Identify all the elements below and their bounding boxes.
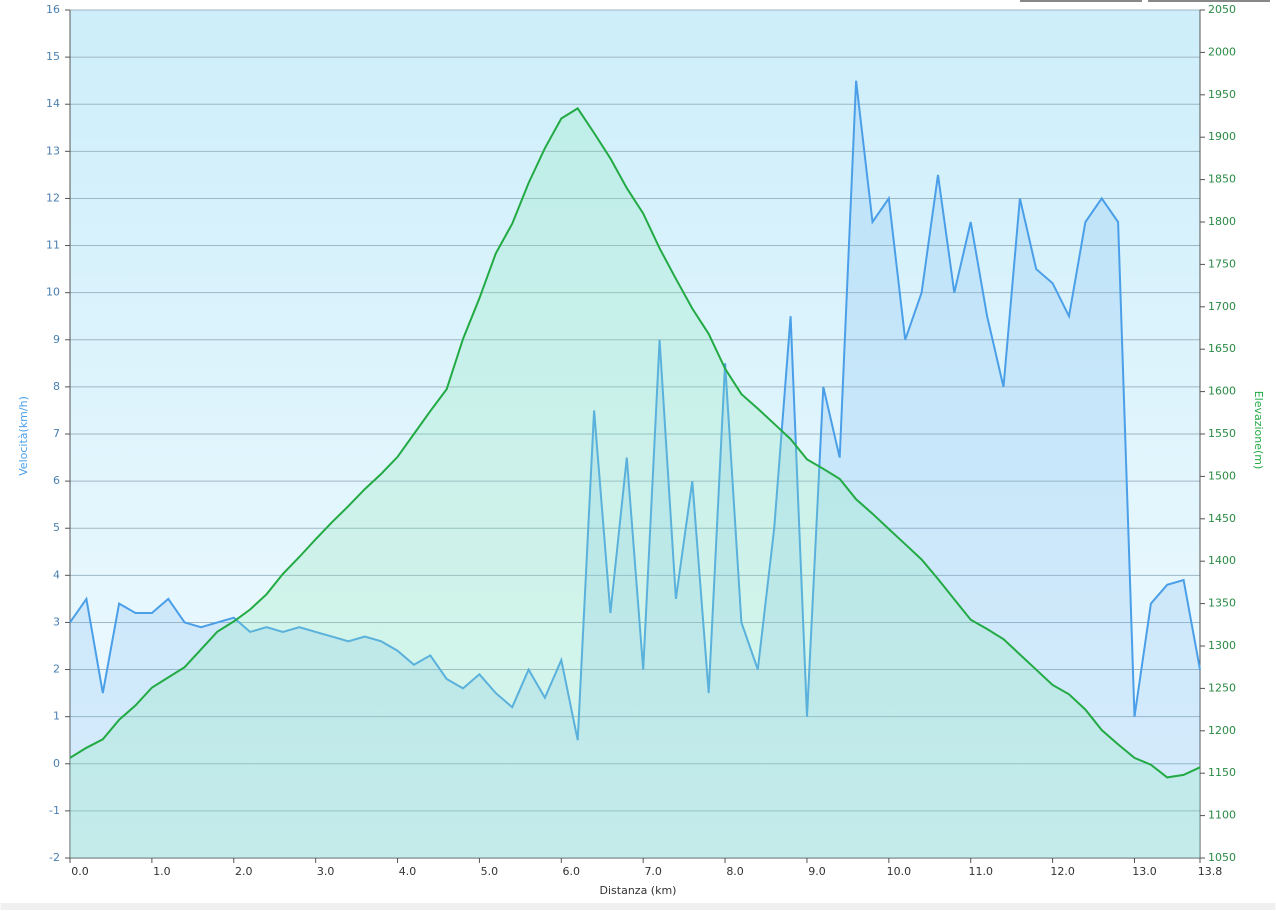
y2-tick-label: 1450 xyxy=(1208,512,1236,525)
y-tick-label: 4 xyxy=(53,568,60,581)
y-tick-label: 9 xyxy=(53,333,60,346)
line xyxy=(69,107,1201,779)
x-tick-label: 12.0 xyxy=(1050,865,1075,878)
x-tick-label: 2.0 xyxy=(235,865,253,878)
y2-tick-label: 1350 xyxy=(1208,597,1236,610)
x-tick-label: 10.0 xyxy=(887,865,912,878)
x-tick-label: 6.0 xyxy=(563,865,581,878)
y2-tick-label: 1300 xyxy=(1208,639,1236,652)
x-tick-label: 9.0 xyxy=(808,865,826,878)
area xyxy=(70,108,1200,858)
y-tick-label: 13 xyxy=(46,144,60,157)
y-tick-label: 6 xyxy=(53,474,60,487)
y-tick-label: 2 xyxy=(53,663,60,676)
y2-tick-label: 1100 xyxy=(1208,809,1236,822)
y-tick-label: 11 xyxy=(46,239,60,252)
x-tick-label: 13.0 xyxy=(1132,865,1157,878)
y2-tick-label: 2050 xyxy=(1208,3,1236,16)
y-tick-label: 0 xyxy=(53,757,60,770)
line xyxy=(69,80,1201,741)
footer-bar xyxy=(0,903,1276,910)
x-tick-label: 13.8 xyxy=(1198,865,1223,878)
x-tick-label: 0.0 xyxy=(71,865,89,878)
y-tick-label: 12 xyxy=(46,191,60,204)
y-tick-label: -1 xyxy=(49,804,60,817)
y-tick-label: 7 xyxy=(53,427,60,440)
y2-tick-label: 1750 xyxy=(1208,257,1236,270)
y2-tick-label: 1900 xyxy=(1208,130,1236,143)
x-tick-label: 11.0 xyxy=(968,865,993,878)
y-tick-label: -2 xyxy=(49,851,60,864)
y2-axis-title: Elevazione(m) xyxy=(1252,391,1265,470)
x-tick-label: 1.0 xyxy=(153,865,171,878)
y-tick-label: 16 xyxy=(46,3,60,16)
y-tick-label: 8 xyxy=(53,380,60,393)
y2-tick-label: 1400 xyxy=(1208,554,1236,567)
y2-tick-label: 1500 xyxy=(1208,469,1236,482)
y2-tick-label: 1850 xyxy=(1208,173,1236,186)
x-tick-label: 5.0 xyxy=(481,865,499,878)
x-tick-label: 3.0 xyxy=(317,865,335,878)
y-tick-label: 14 xyxy=(46,97,60,110)
y2-tick-label: 1550 xyxy=(1208,427,1236,440)
y2-tick-label: 1200 xyxy=(1208,724,1236,737)
tab[interactable] xyxy=(1020,0,1142,2)
y2-tick-label: 1700 xyxy=(1208,300,1236,313)
y2-tick-label: 1050 xyxy=(1208,851,1236,864)
y2-tick-label: 1650 xyxy=(1208,342,1236,355)
y2-tick-label: 2000 xyxy=(1208,45,1236,58)
y2-tick-label: 1800 xyxy=(1208,215,1236,228)
y2-tick-label: 1600 xyxy=(1208,385,1236,398)
x-tick-label: 8.0 xyxy=(726,865,744,878)
y-axis-title: Velocità(km/h) xyxy=(17,396,30,476)
tab[interactable] xyxy=(1148,0,1270,2)
y-tick-label: 10 xyxy=(46,286,60,299)
area xyxy=(70,80,1200,858)
y2-tick-label: 1250 xyxy=(1208,681,1236,694)
x-tick-label: 4.0 xyxy=(399,865,417,878)
y-tick-label: 1 xyxy=(53,710,60,723)
y-tick-label: 3 xyxy=(53,615,60,628)
x-axis-title: Distanza (km) xyxy=(600,884,677,897)
y2-tick-label: 1950 xyxy=(1208,88,1236,101)
y2-tick-label: 1150 xyxy=(1208,766,1236,779)
y-tick-label: 15 xyxy=(46,50,60,63)
x-tick-label: 7.0 xyxy=(644,865,662,878)
y-tick-label: 5 xyxy=(53,521,60,534)
